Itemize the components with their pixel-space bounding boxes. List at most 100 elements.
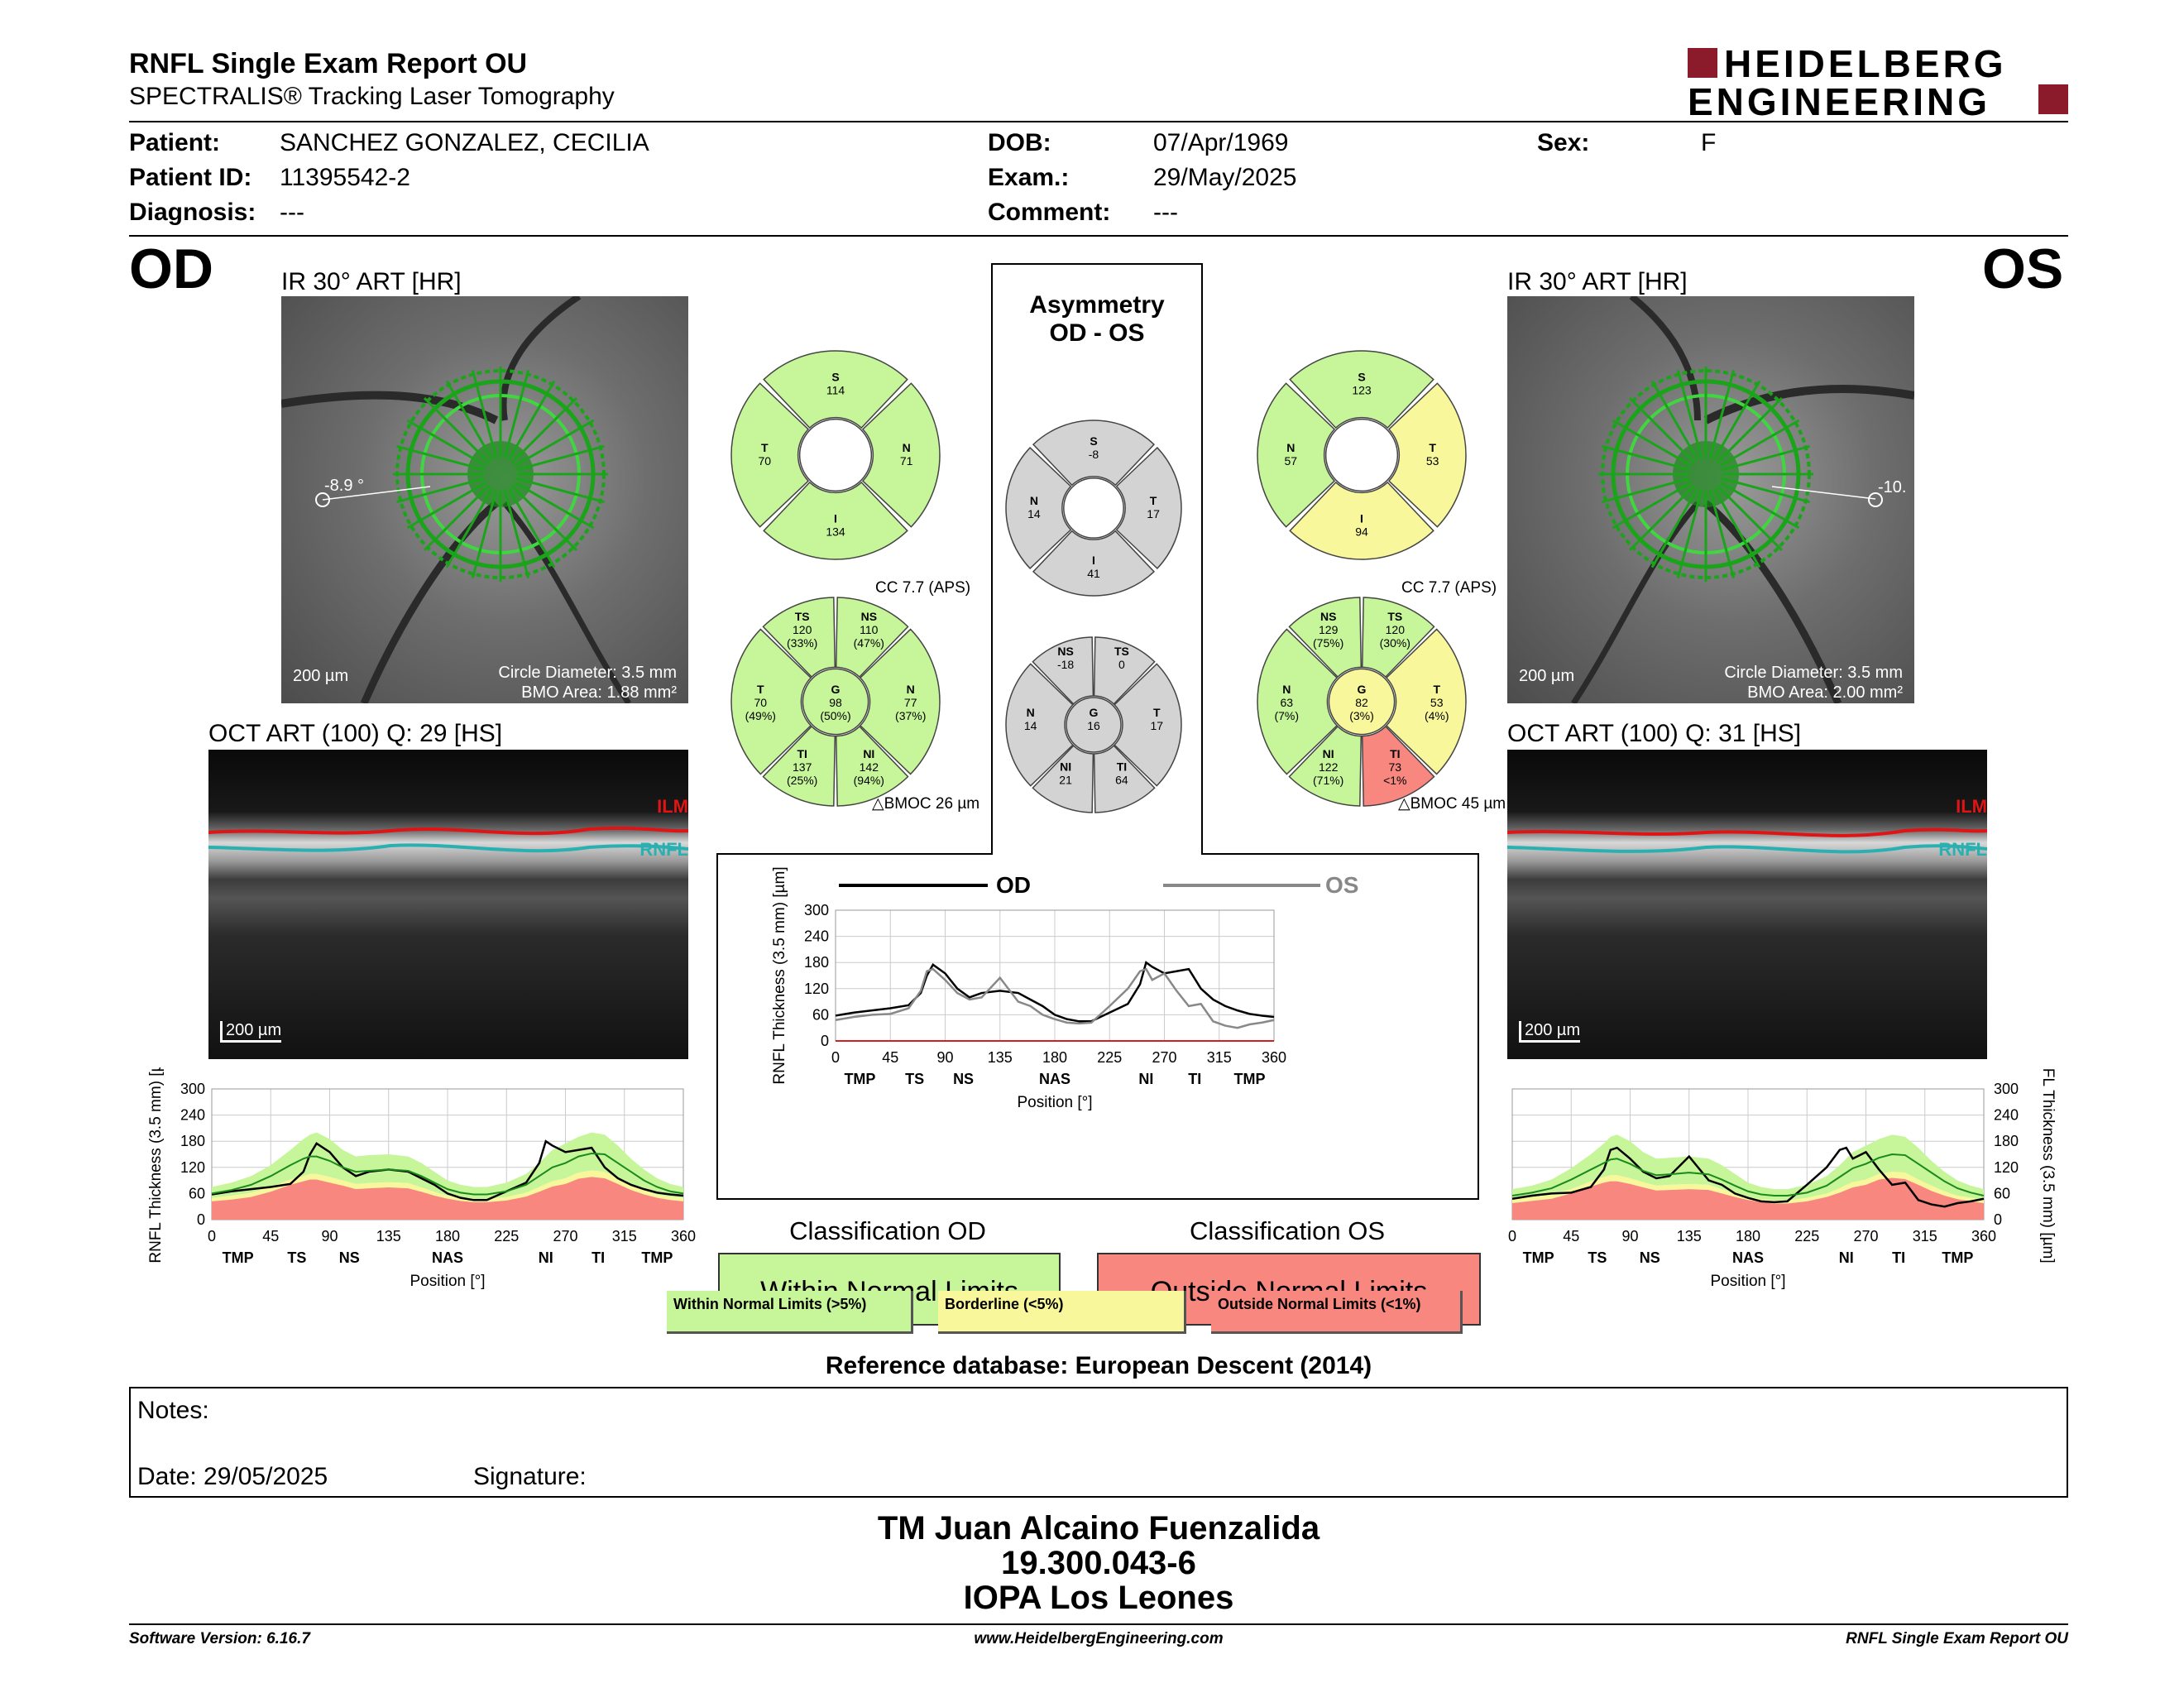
asym-sec-label-g: G 16 (1087, 706, 1100, 732)
od-quad-sector-t (730, 382, 810, 528)
signature-id: 19.300.043-6 (1001, 1545, 1196, 1581)
x-tick-label: 315 (1207, 1049, 1232, 1066)
od-oct-label: OCT ART (100) Q: 29 [HS] (208, 720, 503, 747)
os-oct-image: ILM RNFL 200 µm (1507, 750, 1987, 1059)
asym-sec-sector-n (1005, 663, 1074, 787)
sector-label: TS (287, 1249, 306, 1266)
x-tick-label: 0 (1508, 1228, 1516, 1244)
outside-band (212, 1177, 683, 1220)
comment-label: Comment: (988, 199, 1111, 226)
sector-label: TMP (1523, 1249, 1554, 1266)
y-tick-label: 0 (821, 1033, 829, 1049)
series-line-normal-mean (1511, 1153, 1985, 1197)
x-axis-label: Position [°] (410, 1273, 485, 1290)
sector-label: TMP (641, 1249, 673, 1266)
os-quad-sector-i (1289, 481, 1434, 560)
sector-label: TMP (1234, 1071, 1266, 1087)
sector-label: NI (1839, 1249, 1854, 1266)
od-profile-chart: 0 60 120 180 240 300 0 45 90 135 180 225 270 315 360 TM… (147, 1067, 696, 1290)
sector-label: NAS (432, 1249, 463, 1266)
y-tick-label: 120 (804, 981, 829, 997)
y-tick-label: 180 (804, 954, 829, 971)
os-eye-label: OS (1982, 237, 2064, 300)
y-axis-label: RNFL Thickness (3.5 mm) [µm] (147, 1067, 165, 1264)
od-quadrant-chart: S 114 T 70 I 134 N 71 (730, 350, 941, 560)
y-tick-label: 240 (804, 928, 829, 945)
od-oct-scale: 200 µm (220, 1021, 282, 1043)
asym-sec-label-ni: NI 21 (1059, 760, 1072, 787)
x-tick-label: 0 (208, 1228, 216, 1244)
x-tick-label: 45 (1563, 1228, 1579, 1244)
sector-label: TS (1588, 1249, 1607, 1266)
od-bmo-area: BMO Area: 1.88 mm² (521, 683, 677, 702)
os-rnfl-label: RNFL (1938, 839, 1987, 860)
os-cc: CC 7.7 (APS) (1401, 579, 1497, 597)
asym-quad-sector-t (1115, 446, 1182, 570)
os-quad-sector-n (1257, 382, 1336, 528)
os-sec-label-g: G 82 (3%) (1349, 683, 1374, 722)
x-tick-label: 90 (321, 1228, 338, 1244)
od-sec-label-t: T 70 (49%) (745, 683, 776, 722)
report-subtitle: SPECTRALIS® Tracking Laser Tomography (129, 83, 615, 110)
od-sec-sector-ts (762, 597, 836, 679)
y-tick-label: 180 (1994, 1133, 2019, 1149)
dob-label: DOB: (988, 129, 1051, 156)
os-quad-sector-t (1387, 382, 1467, 528)
patient-id-label: Patient ID: (129, 164, 252, 191)
patient-id: 11395542-2 (280, 164, 410, 191)
os-profile-chart: 0 60 120 180 240 300 0 45 90 135 180 225 270 315 360 TM… (1508, 1067, 2057, 1290)
y-tick-label: 120 (180, 1159, 205, 1176)
os-sec-label-ni: NI 122 (71%) (1313, 747, 1343, 787)
os-sec-label-ti: TI 73 <1% (1383, 747, 1406, 787)
x-tick-label: 360 (1262, 1049, 1286, 1066)
od-eye-label: OD (129, 237, 213, 300)
normal-band (212, 1132, 683, 1200)
od-quad-sector-i (763, 481, 908, 560)
od-quad-label-s: S 114 (826, 370, 845, 396)
sector-label: TI (1188, 1071, 1201, 1087)
x-tick-label: 180 (435, 1228, 460, 1244)
os-sec-sector-ns (1288, 597, 1363, 679)
footer-website[interactable]: www.HeidelbergEngineering.com (974, 1630, 1224, 1647)
sector-label: NAS (1039, 1071, 1070, 1087)
y-axis-label: RNFL Thickness (3.5 mm) [µm] (2039, 1067, 2057, 1264)
os-ilm-label: ILM (1956, 796, 1987, 817)
os-quad-label-i: I 94 (1355, 512, 1368, 539)
od-angle: -8.9 ° (324, 477, 365, 495)
footer-report: RNFL Single Exam Report OU (1846, 1630, 2068, 1647)
asym-sec-sector-ni (1032, 745, 1094, 813)
od-quad-label-t: T 70 (759, 441, 772, 468)
od-sec-sector-ni (835, 725, 909, 807)
sector-label: TI (592, 1249, 605, 1266)
exam-value: 29/May/2025 (1153, 164, 1297, 191)
y-tick-label: 60 (812, 1006, 829, 1023)
signature-block: TM Juan Alcaino Fuenzalida 19.300.043-6 … (129, 1511, 2068, 1615)
os-quad-label-s: S 123 (1352, 370, 1372, 396)
asym-sector-chart: NS -18 TS 0 N 14 T 17 NI 21 TI 64 G 16 (1005, 636, 1182, 813)
od-scale-bar: 200 µm (293, 667, 349, 685)
od-rnfl-label: RNFL (639, 839, 688, 860)
dob-value: 07/Apr/1969 (1153, 129, 1289, 156)
od-quad-sector-s (763, 350, 908, 429)
od-scan-overlay (281, 296, 631, 703)
od-sec-sector-ns (835, 597, 909, 679)
series-line-od (211, 1139, 684, 1201)
os-oct-label: OCT ART (100) Q: 31 [HS] (1507, 720, 1802, 747)
os-quad-sector-s (1289, 350, 1434, 429)
x-tick-label: 135 (988, 1049, 1013, 1066)
asym-sec-label-t: T 17 (1151, 706, 1164, 732)
sex-value: F (1701, 129, 1717, 156)
asym-sec-sector-g (1066, 697, 1122, 753)
notes-date: Date: 29/05/2025 (137, 1463, 328, 1490)
x-tick-label: 270 (1853, 1228, 1878, 1244)
x-tick-label: 360 (671, 1228, 696, 1244)
sector-label: TMP (844, 1071, 875, 1087)
x-tick-label: 225 (1794, 1228, 1819, 1244)
os-sec-sector-ti (1361, 725, 1435, 807)
asym-sec-sector-ns (1032, 636, 1094, 705)
x-tick-label: 180 (1042, 1049, 1067, 1066)
y-tick-label: 180 (180, 1133, 205, 1149)
os-sec-label-n: N 63 (7%) (1274, 683, 1299, 722)
x-tick-label: 270 (553, 1228, 577, 1244)
comparison-legend-os: OS (1325, 872, 1359, 898)
